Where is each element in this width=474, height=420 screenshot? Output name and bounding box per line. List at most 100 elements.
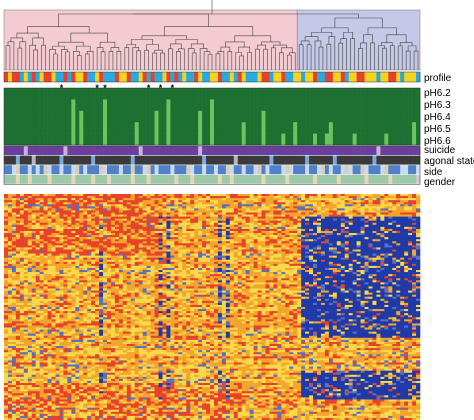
heatmap-cell: [142, 259, 147, 263]
profile-cell: [261, 72, 266, 82]
heatmap-cell: [126, 218, 132, 222]
heatmap-cell: [336, 230, 342, 234]
heatmap-cell: [154, 239, 159, 242]
heatmap-cell: [15, 196, 21, 199]
heatmap-cell: [63, 247, 68, 250]
annotation-cell: [71, 155, 76, 165]
heatmap-cell: [348, 249, 353, 252]
heatmap-cell: [23, 257, 29, 261]
ph-cell: [114, 133, 120, 146]
ph-cell: [154, 88, 159, 100]
heatmap-cell: [324, 249, 330, 252]
heatmap-cell: [79, 196, 84, 199]
annotation-cell: [206, 146, 211, 155]
heatmap-cell: [162, 253, 167, 256]
heatmap-cell: [237, 202, 243, 205]
heatmap-cell: [142, 214, 147, 217]
heatmap-cell: [198, 230, 203, 234]
annotation-cell: [122, 155, 128, 165]
heatmap-cell: [305, 247, 310, 250]
heatmap-cell: [162, 212, 167, 215]
heatmap-cell: [364, 224, 369, 228]
heatmap-cell: [91, 216, 96, 219]
heatmap-cell: [293, 247, 298, 250]
heatmap-cell: [110, 243, 116, 246]
ph-cell: [4, 122, 9, 134]
heatmap-cell: [384, 251, 389, 254]
heatmap-cell: [261, 247, 266, 250]
profile-cell: [253, 72, 258, 82]
annotation-cell: [261, 174, 266, 184]
ph-cell: [225, 88, 231, 100]
heatmap-cell: [51, 251, 56, 254]
heatmap-cell: [126, 230, 132, 234]
profile-cell: [83, 72, 88, 82]
heatmap-cell: [225, 206, 231, 209]
heatmap-cell: [55, 196, 60, 199]
heatmap-cell: [380, 218, 385, 222]
heatmap-cell: [352, 206, 357, 209]
annotation-cell: [158, 165, 163, 175]
heatmap-cell: [198, 220, 203, 224]
heatmap-cell: [360, 216, 365, 219]
heatmap-cell: [158, 220, 163, 224]
heatmap-cell: [27, 235, 33, 238]
heatmap-cell: [245, 255, 250, 258]
heatmap-cell: [43, 259, 48, 263]
ph-cell: [118, 133, 124, 146]
annotation-cell: [277, 174, 282, 184]
heatmap-cell: [261, 251, 266, 254]
heatmap-cell: [59, 239, 64, 242]
annotation-cell: [178, 165, 183, 175]
heatmap-cell: [55, 226, 60, 230]
heatmap-cell: [332, 263, 338, 267]
heatmap-cell: [289, 214, 294, 217]
heatmap-cell: [11, 222, 17, 226]
heatmap-cell: [277, 230, 282, 234]
heatmap-cell: [114, 255, 120, 258]
heatmap-cell: [340, 198, 346, 201]
annotation-cell: [404, 165, 409, 175]
heatmap-cell: [384, 216, 389, 219]
heatmap-cell: [71, 222, 76, 226]
heatmap-cell: [55, 261, 60, 265]
heatmap-cell: [289, 239, 294, 242]
heatmap-cell: [344, 216, 349, 219]
heatmap-cell: [83, 210, 88, 213]
ph-cell: [309, 99, 314, 112]
heatmap-cell: [83, 251, 88, 254]
heatmap-cell: [316, 214, 322, 217]
heatmap-cell: [356, 239, 361, 242]
heatmap-cell: [396, 255, 401, 258]
heatmap-cell: [91, 228, 96, 232]
heatmap-cell: [249, 220, 254, 224]
heatmap-cell: [99, 247, 104, 250]
ph-cell: [368, 99, 373, 112]
heatmap-cell: [253, 257, 258, 261]
heatmap-cell: [340, 206, 346, 209]
ph-cell: [241, 88, 246, 100]
heatmap-cell: [237, 257, 243, 261]
heatmap-cell: [99, 239, 104, 242]
heatmap-cell: [158, 253, 163, 256]
heatmap-cell: [150, 235, 155, 238]
heatmap-cell: [376, 212, 381, 215]
heatmap-cell: [309, 233, 314, 236]
heatmap-cell: [7, 251, 13, 254]
heatmap-cell: [11, 200, 17, 203]
annotation-cell: [4, 155, 9, 165]
heatmap-cell: [95, 220, 100, 224]
heatmap-cell: [320, 263, 326, 267]
heatmap-cell: [15, 204, 21, 207]
annotation-cell: [364, 155, 369, 165]
heatmap-cell: [332, 218, 338, 222]
profile-cell: [99, 72, 104, 82]
heatmap-cell: [39, 222, 44, 226]
ph-cell: [51, 110, 56, 123]
heatmap-cell: [265, 196, 270, 199]
heatmap-cell: [162, 267, 167, 271]
heatmap-cell: [213, 220, 219, 224]
heatmap-cell: [87, 237, 92, 240]
profile-cell: [384, 72, 389, 82]
heatmap-cell: [31, 263, 36, 267]
